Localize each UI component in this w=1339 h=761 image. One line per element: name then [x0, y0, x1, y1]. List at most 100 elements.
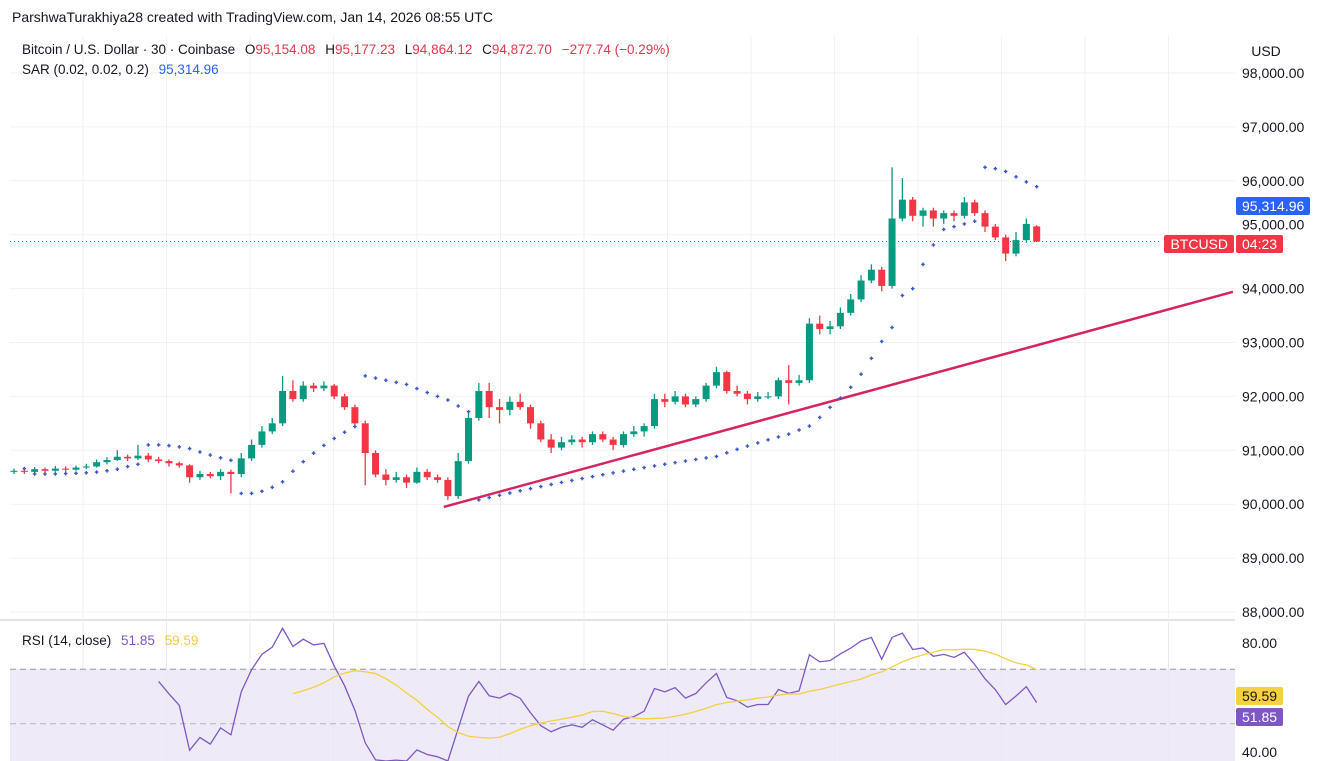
- candle-body: [836, 312, 844, 327]
- symbol-legend: Bitcoin / U.S. Dollar · 30 · Coinbase O9…: [22, 42, 670, 57]
- candle-body: [650, 399, 658, 427]
- sar-dot: [632, 467, 636, 472]
- sar-dot: [177, 445, 182, 449]
- rsi-line: [158, 626, 1038, 761]
- candle-body: [382, 474, 390, 480]
- candle: [248, 439, 256, 462]
- sar-dot: [322, 443, 326, 448]
- candle-body: [909, 199, 917, 216]
- rsi-label[interactable]: RSI (14, close): [22, 633, 112, 648]
- candle: [795, 374, 803, 386]
- candle: [640, 423, 648, 437]
- candle-body: [465, 417, 473, 462]
- sar-dot: [425, 390, 429, 395]
- countdown-tag: 04:23: [1236, 234, 1284, 253]
- candle-body: [785, 380, 793, 383]
- sar-label[interactable]: SAR (0.02, 0.02, 0.2): [22, 62, 149, 77]
- price-tick-label: 89,000.00: [1242, 550, 1304, 566]
- candle: [144, 452, 152, 463]
- candle-body: [320, 385, 328, 389]
- candle: [465, 412, 473, 464]
- price-tick-label: 98,000.00: [1242, 65, 1304, 81]
- sar-dot: [353, 424, 357, 429]
- sar-dot: [280, 479, 285, 484]
- currency-button[interactable]: USD: [1240, 37, 1292, 65]
- rsi-tick-label: 80.00: [1242, 635, 1277, 651]
- candle-body: [454, 461, 462, 497]
- candle-body: [702, 385, 710, 400]
- candle-body: [392, 477, 400, 480]
- candle-body: [423, 471, 431, 478]
- candle-body: [341, 396, 349, 408]
- candle: [527, 404, 534, 429]
- sar-dot: [136, 462, 140, 467]
- sar-dot: [456, 404, 460, 408]
- candle: [971, 199, 979, 216]
- candle-body: [103, 460, 111, 463]
- candle: [341, 393, 349, 410]
- price-axis-bg: [1235, 0, 1339, 761]
- sar-dot: [890, 325, 894, 330]
- candle: [960, 196, 968, 219]
- sar-legend: SAR (0.02, 0.02, 0.2) 95,314.96: [22, 62, 219, 77]
- sar-dot: [859, 372, 863, 376]
- sar-dot: [342, 430, 347, 434]
- sar-dot: [332, 436, 337, 441]
- candle: [51, 465, 59, 472]
- candle: [867, 264, 875, 284]
- symbol-name[interactable]: Bitcoin / U.S. Dollar · 30 · Coinbase: [22, 42, 236, 57]
- candle-body: [599, 434, 607, 440]
- candle-body: [661, 399, 669, 402]
- candle: [175, 461, 183, 468]
- sar-dot: [373, 376, 378, 380]
- candle-body: [888, 218, 896, 286]
- close-value: 94,872.70: [491, 42, 552, 57]
- rsi-ma-value: 59.59: [164, 633, 199, 648]
- candle: [836, 307, 844, 330]
- sar-dot: [807, 424, 812, 428]
- candle-body: [537, 423, 545, 440]
- rsi-value-tag: 51.85: [1236, 708, 1284, 726]
- candle: [403, 474, 411, 489]
- sar-dot: [838, 396, 843, 400]
- sar-dot: [642, 465, 646, 470]
- candle-body: [82, 466, 90, 468]
- candle: [41, 467, 49, 473]
- candle-body: [62, 468, 70, 470]
- sar-dot: [497, 493, 502, 498]
- price-tick-label: 93,000.00: [1242, 335, 1304, 351]
- candle: [702, 382, 710, 402]
- sar-dot: [570, 478, 574, 483]
- candle-body: [403, 477, 411, 483]
- sar-dot: [105, 469, 109, 473]
- candle: [692, 396, 700, 408]
- sar-dot: [477, 498, 481, 502]
- candle-body: [144, 455, 152, 460]
- candle: [578, 436, 586, 448]
- candle: [320, 381, 328, 392]
- candle-body: [186, 465, 194, 478]
- candle-body: [867, 269, 875, 281]
- candle: [124, 454, 132, 462]
- candle-body: [1022, 223, 1030, 241]
- candle: [991, 223, 999, 241]
- candle-body: [692, 399, 700, 405]
- candle-body: [712, 372, 720, 386]
- candle-body: [723, 372, 731, 392]
- candle-body: [640, 426, 648, 432]
- candle-body: [124, 456, 132, 459]
- sar-price-tag: 95,314.96: [1236, 196, 1311, 215]
- candle: [671, 391, 679, 405]
- sar-dot: [776, 435, 781, 439]
- candle-body: [237, 458, 245, 475]
- candle: [206, 471, 214, 479]
- price-tick-label: 95,000.00: [1242, 217, 1304, 233]
- candle: [857, 275, 865, 303]
- sar-dot: [869, 356, 874, 361]
- sar-dot: [786, 432, 791, 436]
- candle-body: [155, 459, 163, 462]
- sar-dot: [84, 470, 89, 475]
- trendline: [443, 290, 1234, 509]
- candle-body: [960, 202, 968, 216]
